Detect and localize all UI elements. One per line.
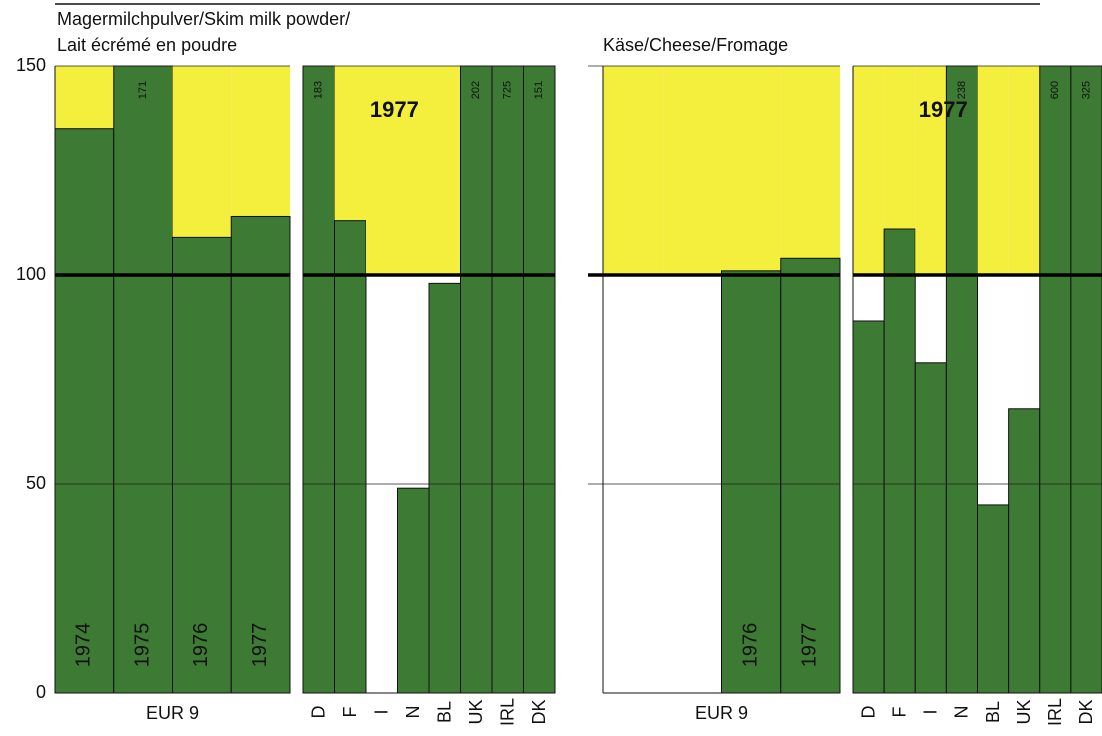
year-label: 1975 [131, 623, 153, 668]
category-label: N [403, 706, 423, 719]
surplus-area [603, 66, 663, 275]
bar [780, 257, 841, 694]
bar [302, 65, 335, 694]
value-label: 183 [313, 81, 325, 99]
category-label: IRL [498, 698, 518, 726]
group-label: 1977 [919, 97, 968, 122]
y-tick-label: 50 [26, 473, 46, 493]
y-tick-label: 0 [36, 682, 46, 702]
group-label: EUR 9 [146, 703, 199, 723]
surplus-area [884, 66, 916, 230]
value-label: 171 [137, 81, 149, 99]
value-label: 325 [1080, 81, 1092, 99]
category-label: IRL [1045, 698, 1065, 726]
category-label: I [921, 709, 941, 714]
surplus-area [172, 66, 232, 238]
year-label: 1977 [249, 623, 271, 668]
surplus-area [429, 66, 461, 275]
panel-title: Lait écrémé en poudre [57, 35, 237, 55]
surplus-area [915, 66, 947, 275]
surplus-area [55, 66, 114, 129]
bar [721, 270, 782, 694]
y-tick-label: 100 [16, 264, 46, 284]
year-label: 1977 [799, 623, 821, 668]
category-label: BL [435, 701, 455, 723]
category-label: D [309, 706, 329, 719]
group-label: EUR 9 [695, 703, 748, 723]
bar [1070, 65, 1102, 694]
bar [460, 65, 493, 694]
surplus-area [721, 66, 781, 271]
category-label: UK [466, 699, 486, 724]
category-label: F [889, 707, 909, 718]
surplus-area [662, 66, 722, 275]
value-label: 151 [533, 81, 545, 99]
value-label: 202 [470, 81, 482, 99]
bar [945, 65, 978, 694]
bar [113, 65, 173, 694]
bar [883, 228, 916, 694]
surplus-area [780, 66, 840, 259]
category-label: I [372, 709, 392, 714]
y-tick-label: 150 [16, 55, 46, 75]
bar [334, 220, 367, 694]
surplus-area [977, 66, 1009, 275]
surplus-area [397, 66, 429, 275]
group-label: 1977 [370, 97, 419, 122]
bar [977, 504, 1010, 694]
surplus-area [1008, 66, 1040, 275]
value-label: 725 [502, 81, 514, 99]
category-label: DK [1076, 699, 1096, 724]
category-label: D [858, 706, 878, 719]
surplus-area [366, 66, 398, 275]
value-label: 600 [1049, 81, 1061, 99]
panel-title: Magermilchpulver/Skim milk powder/ [57, 9, 350, 29]
panel-title: Käse/Cheese/Fromage [603, 35, 788, 55]
bar [230, 215, 291, 694]
category-label: UK [1014, 699, 1034, 724]
surplus-area [334, 66, 366, 221]
bar [428, 282, 461, 694]
year-label: 1976 [190, 623, 212, 668]
category-label: BL [983, 701, 1003, 723]
category-label: DK [529, 699, 549, 724]
bar [397, 487, 430, 694]
year-label: 1976 [739, 623, 761, 668]
bar [852, 320, 885, 694]
bar [914, 362, 947, 694]
bar [491, 65, 524, 694]
bar [1039, 65, 1072, 694]
category-label: F [340, 707, 360, 718]
value-label: 238 [956, 81, 968, 99]
bar [1008, 408, 1041, 694]
surplus-area [853, 66, 885, 275]
category-label: N [952, 706, 972, 719]
bar [54, 128, 115, 694]
surplus-area [231, 66, 290, 217]
year-label: 1974 [73, 623, 95, 668]
bar [523, 65, 556, 694]
